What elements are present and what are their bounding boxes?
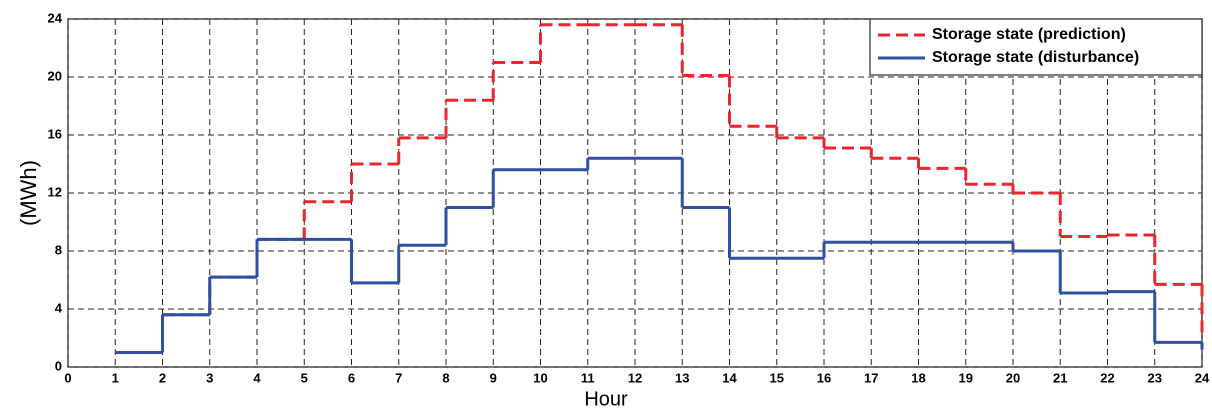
x-tick-label: 4 xyxy=(253,370,261,385)
x-tick-label: 18 xyxy=(911,370,925,385)
x-tick-label: 19 xyxy=(959,370,973,385)
y-tick-label: 8 xyxy=(55,242,62,257)
legend-box xyxy=(869,18,1203,76)
legend-label: Storage state (disturbance) xyxy=(932,49,1139,66)
y-tick-label: 12 xyxy=(48,184,62,199)
x-tick-label: 7 xyxy=(395,370,402,385)
x-tick-label: 5 xyxy=(301,370,308,385)
x-tick-label: 13 xyxy=(675,370,689,385)
x-tick-label: 16 xyxy=(817,370,831,385)
x-tick-label: 17 xyxy=(864,370,878,385)
legend-label: Storage state (prediction) xyxy=(932,26,1126,43)
x-tick-label: 20 xyxy=(1006,370,1020,385)
x-tick-label: 10 xyxy=(533,370,547,385)
x-tick-label: 12 xyxy=(628,370,642,385)
x-tick-label: 2 xyxy=(159,370,166,385)
x-tick-label: 0 xyxy=(64,370,71,385)
x-tick-label: 23 xyxy=(1148,370,1162,385)
x-tick-label: 6 xyxy=(348,370,355,385)
y-tick-label: 0 xyxy=(55,358,62,373)
x-tick-label: 1 xyxy=(112,370,119,385)
x-tick-label: 9 xyxy=(490,370,497,385)
y-tick-label: 16 xyxy=(48,126,62,141)
y-axis-title: (MWh) xyxy=(16,160,41,226)
y-tick-label: 20 xyxy=(48,68,62,83)
x-tick-label: 21 xyxy=(1053,370,1067,385)
x-tick-label: 24 xyxy=(1195,370,1210,385)
x-tick-label: 11 xyxy=(581,370,595,385)
y-tick-label: 24 xyxy=(48,10,63,25)
x-tick-label: 22 xyxy=(1100,370,1114,385)
x-tick-label: 14 xyxy=(722,370,737,385)
x-axis-title: Hour xyxy=(584,388,628,410)
x-tick-label: 3 xyxy=(206,370,213,385)
x-tick-label: 15 xyxy=(770,370,784,385)
y-tick-label: 4 xyxy=(55,300,63,315)
x-tick-label: 8 xyxy=(442,370,449,385)
